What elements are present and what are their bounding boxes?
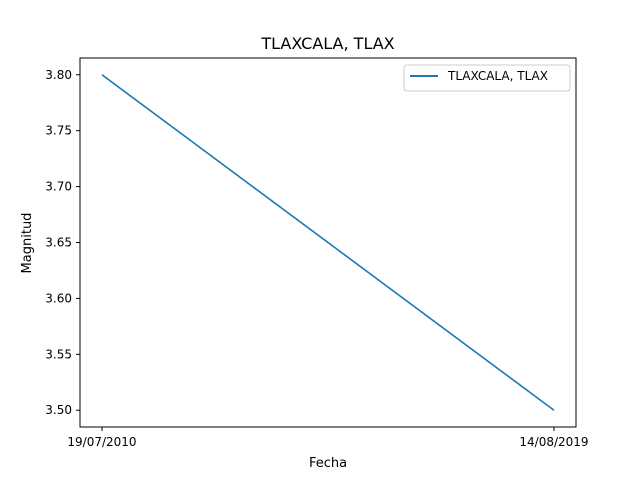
y-tick-label: 3.50: [45, 403, 72, 417]
x-tick-label: 14/08/2019: [519, 435, 588, 449]
series-line-0: [101, 74, 555, 411]
y-axis: 3.50 3.55 3.60 3.65 3.70 3.75 3.80: [45, 68, 80, 417]
y-tick-label: 3.55: [45, 347, 72, 361]
legend-box: [403, 64, 571, 92]
y-tick-label: 3.75: [45, 124, 72, 138]
legend-label-tlaxcala: TLAXCALA, TLAX: [447, 69, 548, 83]
series-layer: [101, 74, 555, 411]
y-tick-label: 3.65: [45, 236, 72, 250]
x-axis-label: Fecha: [309, 456, 347, 471]
x-tick-label: 19/07/2010: [67, 435, 136, 449]
x-axis: 19/07/2010 14/08/2019: [67, 427, 589, 449]
legend: TLAXCALA, TLAX: [403, 64, 571, 92]
y-axis-label: Magnitud: [20, 213, 35, 274]
chart-title: TLAXCALA, TLAX: [260, 34, 394, 53]
y-tick-label: 3.60: [45, 291, 72, 305]
y-tick-label: 3.80: [45, 68, 72, 82]
y-tick-label: 3.70: [45, 180, 72, 194]
